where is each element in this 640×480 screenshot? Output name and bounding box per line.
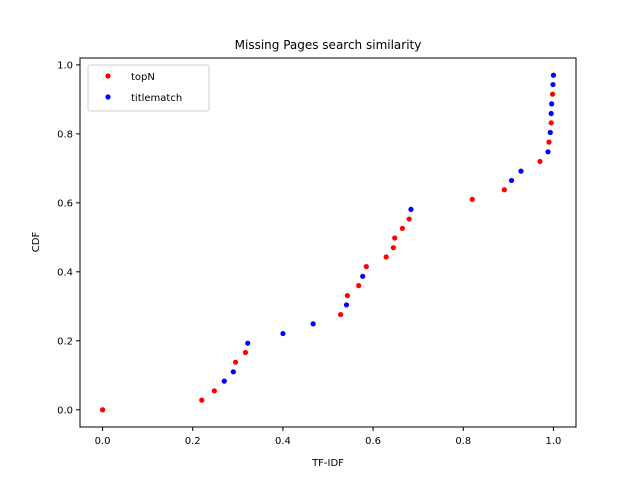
point-titlematch-7 — [408, 206, 414, 212]
data-points — [99, 72, 557, 413]
point-titlematch-11 — [547, 129, 553, 136]
legend-box — [87, 64, 210, 112]
legend-label-topN: topN — [131, 72, 155, 83]
point-topN-12 — [399, 225, 405, 231]
y-axis-label: CDF — [31, 232, 42, 253]
point-titlematch-14 — [550, 81, 556, 88]
point-titlematch-4 — [310, 321, 316, 327]
x-axis-label: TF-IDF — [311, 458, 344, 469]
x-axis-ticks: 0.0 0.2 0.4 0.6 0.8 1.0 — [95, 427, 562, 447]
point-topN-16 — [537, 158, 543, 165]
point-topN-17 — [546, 139, 552, 145]
point-topN-13 — [406, 216, 412, 222]
point-titlematch-10 — [545, 149, 551, 155]
y-tick-label-5: 1.0 — [57, 60, 73, 71]
y-tick-label-1: 0.2 — [57, 336, 73, 347]
point-topN-18 — [548, 120, 554, 126]
y-tick-label-3: 0.6 — [57, 198, 73, 209]
y-tick-label-0: 0.0 — [57, 405, 73, 416]
point-topN-19 — [549, 91, 556, 97]
point-titlematch-5 — [343, 302, 350, 308]
point-topN-6 — [344, 293, 350, 299]
x-tick-label-5: 1.0 — [546, 436, 562, 447]
point-titlematch-13 — [549, 101, 555, 107]
point-titlematch-12 — [548, 110, 554, 117]
x-tick-label-3: 0.6 — [365, 436, 381, 447]
point-titlematch-0 — [221, 378, 227, 384]
point-titlematch-6 — [360, 273, 366, 279]
point-topN-15 — [501, 187, 507, 193]
point-titlematch-3 — [280, 330, 286, 337]
x-tick-label-1: 0.2 — [185, 436, 201, 447]
x-tick-label-0: 0.0 — [95, 436, 111, 447]
point-topN-14 — [469, 196, 475, 202]
point-topN-4 — [242, 349, 249, 356]
point-topN-10 — [390, 245, 396, 251]
x-tick-label-4: 0.8 — [455, 436, 471, 447]
plot-area — [80, 58, 576, 427]
point-titlematch-1 — [230, 369, 236, 375]
point-topN-7 — [356, 283, 362, 289]
point-topN-3 — [232, 359, 239, 365]
x-tick-label-2: 0.4 — [275, 436, 291, 447]
point-topN-2 — [211, 388, 217, 394]
legend-label-titlematch: titlematch — [131, 93, 182, 104]
point-titlematch-8 — [508, 177, 515, 184]
legend: topN titlematch — [87, 64, 210, 112]
legend-marker-titlematch — [105, 94, 111, 100]
point-topN-5 — [338, 311, 344, 318]
plot-frame — [79, 57, 577, 428]
point-topN-11 — [392, 235, 398, 241]
y-tick-label-4: 0.8 — [57, 129, 73, 140]
point-topN-9 — [383, 254, 389, 260]
y-tick-label-2: 0.4 — [57, 267, 73, 278]
point-topN-1 — [199, 397, 205, 403]
point-titlematch-9 — [518, 168, 524, 174]
legend-marker-topN — [105, 73, 111, 79]
point-titlematch-2 — [245, 340, 251, 346]
point-topN-8 — [363, 264, 369, 270]
point-topN-0 — [99, 407, 106, 413]
point-titlematch-15 — [550, 72, 557, 78]
chart-title: Missing Pages search similarity — [235, 38, 422, 52]
y-axis-ticks: 0.0 0.2 0.4 0.6 0.8 1.0 — [57, 60, 80, 416]
